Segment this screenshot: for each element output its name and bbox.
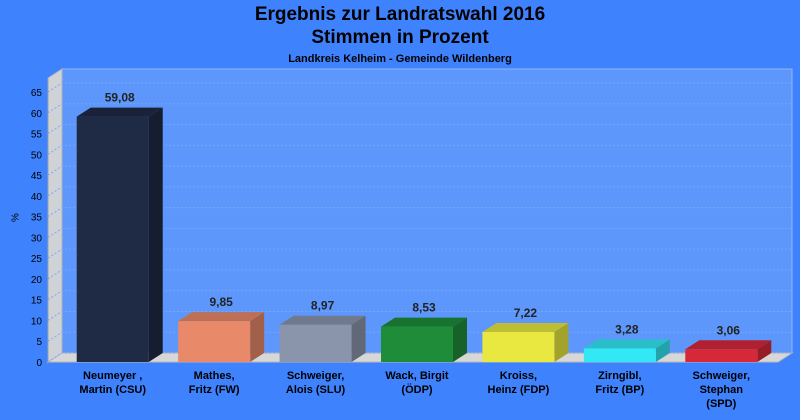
y-tick-label: 15 bbox=[31, 296, 43, 307]
y-tick-label: 30 bbox=[31, 233, 43, 244]
y-tick-label: 0 bbox=[36, 358, 42, 369]
bar bbox=[482, 332, 555, 362]
y-tick-label: 55 bbox=[31, 130, 43, 141]
gridline bbox=[47, 290, 792, 301]
bar-value-label: 8,53 bbox=[412, 301, 436, 315]
x-tick-label: Schweiger, bbox=[287, 370, 344, 382]
bar-side bbox=[757, 340, 772, 362]
x-tick-label: Zirngibl, bbox=[598, 370, 641, 382]
bar-side bbox=[250, 312, 265, 362]
x-tick-label: Neumeyer , bbox=[83, 370, 142, 382]
x-tick-label: Mathes, bbox=[194, 370, 235, 382]
x-tick-label: (ÖDP) bbox=[401, 383, 433, 396]
x-tick-label: Heinz (FDP) bbox=[488, 384, 550, 396]
bar bbox=[178, 321, 251, 362]
bar-value-label: 9,85 bbox=[209, 295, 233, 309]
bar bbox=[279, 324, 352, 362]
y-tick-label: 65 bbox=[31, 88, 43, 99]
gridline bbox=[47, 144, 792, 155]
bar-side bbox=[148, 107, 163, 363]
plot-side-wall bbox=[47, 68, 63, 363]
x-tick-label: Kroiss, bbox=[500, 370, 537, 382]
bar bbox=[76, 116, 149, 363]
bar-top bbox=[685, 340, 772, 350]
x-tick-label: Stephan bbox=[700, 384, 744, 396]
bar-top bbox=[279, 315, 366, 325]
y-tick-label: 10 bbox=[31, 316, 43, 327]
bar-side bbox=[453, 317, 467, 362]
bar-side bbox=[351, 315, 366, 362]
y-tick-label: 40 bbox=[31, 192, 43, 203]
y-tick-label: 35 bbox=[31, 213, 43, 224]
y-tick-label: 25 bbox=[31, 254, 43, 265]
chart-subtitle: Stimmen in Prozent bbox=[311, 27, 489, 48]
bar-side bbox=[655, 339, 670, 362]
y-tick-label: 5 bbox=[36, 337, 42, 348]
bar-value-label: 3,06 bbox=[717, 323, 741, 337]
chart-title: Ergebnis zur Landratswahl 2016 bbox=[254, 4, 546, 25]
bar-value-label: 7,22 bbox=[514, 306, 538, 320]
gridline bbox=[47, 82, 792, 93]
gridline bbox=[47, 310, 792, 321]
bar-top bbox=[482, 323, 569, 333]
bar-side bbox=[554, 323, 569, 362]
bar-value-label: 3,28 bbox=[615, 322, 639, 336]
x-tick-label: (SPD) bbox=[706, 398, 736, 410]
y-tick-label: 60 bbox=[31, 109, 43, 120]
bar-value-label: 8,97 bbox=[311, 299, 335, 313]
y-tick-label: 45 bbox=[31, 171, 43, 182]
bar bbox=[583, 348, 656, 362]
gridline bbox=[47, 207, 792, 218]
gridline bbox=[47, 103, 792, 114]
bar-top bbox=[178, 312, 265, 322]
x-tick-label: Fritz (FW) bbox=[189, 384, 240, 396]
gridline bbox=[47, 248, 792, 259]
chart-location-subtitle: Landkreis Kelheim - Gemeinde Wildenberg bbox=[288, 53, 512, 65]
gridline bbox=[47, 186, 792, 197]
x-tick-label: Fritz (BP) bbox=[595, 384, 644, 396]
x-tick-label: Wack, Birgit bbox=[385, 370, 448, 382]
gridline bbox=[47, 352, 792, 363]
x-tick-label: Alois (SLU) bbox=[286, 384, 346, 396]
x-tick-label: Martin (CSU) bbox=[79, 384, 146, 396]
y-tick-label: 20 bbox=[31, 275, 43, 286]
y-tick-label: 50 bbox=[31, 150, 43, 161]
bar-top bbox=[76, 107, 163, 117]
x-tick-label: Schweiger, bbox=[693, 370, 750, 382]
bar-top bbox=[381, 317, 467, 327]
bar bbox=[685, 349, 758, 362]
bar bbox=[381, 326, 453, 362]
gridline bbox=[47, 227, 792, 238]
bar-top bbox=[583, 339, 670, 349]
gridline bbox=[47, 124, 792, 134]
gridline bbox=[47, 331, 792, 342]
gridline bbox=[47, 165, 792, 176]
gridline bbox=[47, 269, 792, 280]
bar-value-label: 59,08 bbox=[105, 91, 135, 105]
